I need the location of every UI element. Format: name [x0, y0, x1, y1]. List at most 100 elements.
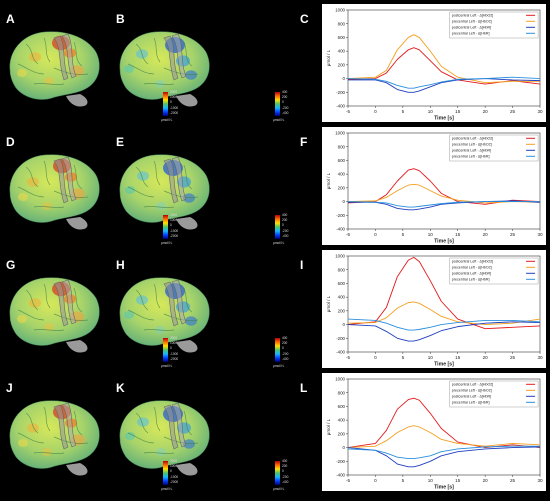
colorbar-tick-label: 200 — [282, 464, 288, 469]
legend — [449, 257, 539, 285]
x-tick-label: 15 — [455, 355, 461, 360]
chart-f: -400 -200 0 200 400 600 800 1000 -5 0 5 10 15 20 25 30 T… — [322, 127, 546, 245]
y-axis-label: μmol / L — [326, 418, 331, 435]
y-tick-label: 200 — [338, 62, 346, 67]
x-tick-label: 30 — [537, 109, 543, 114]
y-tick-label: 600 — [338, 158, 346, 163]
chart-i: -400 -200 0 200 400 600 800 1000 -5 0 5 10 15 20 25 30 T… — [322, 250, 546, 368]
y-tick-label: 0 — [343, 445, 346, 450]
panel-letter-l: L — [300, 381, 308, 395]
x-tick-label: 5 — [402, 355, 405, 360]
x-tick-label: 30 — [537, 478, 543, 483]
y-tick-label: -400 — [336, 473, 345, 478]
legend — [449, 11, 539, 39]
x-tick-label: -5 — [346, 232, 351, 237]
legend-entry: precentral Left - Δ[HbR] — [452, 32, 490, 36]
panel-letter-f: F — [300, 135, 308, 149]
y-tick-label: 600 — [338, 35, 346, 40]
y-tick-label: 400 — [338, 172, 346, 177]
x-tick-label: 20 — [483, 109, 489, 114]
legend-entry: postcentral Left - Δ[HbR] — [452, 395, 491, 399]
y-axis-label: μmol / L — [326, 172, 331, 189]
colorbar-unit-label: μmol/l·L — [161, 118, 173, 122]
x-tick-label: 20 — [483, 478, 489, 483]
series-line-2 — [347, 321, 541, 342]
series-line-2 — [347, 446, 541, 468]
colorbar-unit-label: μmol/l·L — [273, 241, 285, 245]
panel-letter-c: C — [300, 12, 309, 26]
colorbar-unit-label: μmol/l·L — [273, 364, 285, 368]
y-tick-label: 1000 — [335, 254, 345, 259]
series-line-3 — [347, 76, 541, 89]
colorbar-tick-label: 400 — [282, 90, 288, 94]
colorbar-tick-label: 200 — [282, 218, 288, 223]
legend-entry: precentral Left - Δ[HbO2] — [452, 20, 492, 24]
colorbar-tick-label: -400 — [282, 110, 289, 115]
colorbar-tick-label: 2000 — [170, 336, 178, 340]
colorbar-tick-label: -400 — [282, 356, 289, 361]
series-line-1 — [347, 34, 540, 84]
chart-l: -400 -200 0 200 400 600 800 1000 -5 0 5 10 15 20 25 30 T… — [322, 373, 546, 491]
colorbar-tick-label: 2000 — [170, 90, 178, 94]
legend-entry: precentral Left - Δ[HbO2] — [452, 266, 492, 270]
y-axis-label: μmol / L — [326, 295, 331, 312]
colorbar-tick-label: -1000 — [170, 351, 179, 356]
colorbar-tick-label: -2000 — [170, 479, 179, 484]
x-tick-label: 15 — [455, 478, 461, 483]
y-tick-label: 400 — [338, 418, 346, 423]
legend-entry: precentral Left - Δ[HbR] — [452, 278, 490, 282]
x-tick-label: 10 — [428, 355, 434, 360]
colorbar-tick-label: 200 — [282, 95, 288, 100]
x-tick-label: 10 — [428, 232, 434, 237]
brain-map-hbo — [9, 400, 100, 476]
y-axis-label: μmol / L — [326, 49, 331, 66]
legend-entry: postcentral Left - Δ[HbR] — [452, 272, 491, 276]
y-tick-label: 400 — [338, 295, 346, 300]
y-tick-label: -200 — [336, 459, 345, 464]
colorbar-tick-label: 400 — [282, 336, 288, 340]
colorbar-tick-label: -400 — [282, 233, 289, 238]
series-line-3 — [347, 445, 540, 459]
y-tick-label: 800 — [338, 390, 346, 395]
x-axis-label: Time [s] — [434, 239, 454, 245]
colorbar-hbr — [275, 338, 280, 362]
colorbar-tick-label: 1000 — [170, 95, 178, 100]
x-tick-label: 0 — [374, 232, 377, 237]
brain-map-hbr — [119, 31, 210, 107]
x-tick-label: 10 — [428, 109, 434, 114]
x-tick-label: 0 — [374, 355, 377, 360]
panel-letter-e: E — [116, 135, 125, 149]
colorbar-tick-label: -2000 — [170, 110, 179, 115]
brain-map-hbo — [9, 154, 100, 230]
colorbar-tick-label: 2000 — [170, 213, 178, 217]
series-line-3 — [347, 318, 541, 331]
x-tick-label: 10 — [428, 478, 434, 483]
legend — [449, 380, 539, 408]
legend-entry: precentral Left - Δ[HbR] — [452, 155, 490, 159]
colorbar-tick-label: -1000 — [170, 474, 179, 479]
series-line-1 — [347, 183, 541, 204]
colorbar-unit-label: μmol/l·L — [161, 364, 173, 368]
legend-entry: postcentral Left - Δ[HbR] — [452, 149, 491, 153]
colorbar-unit-label: μmol/l·L — [273, 487, 285, 491]
y-tick-label: -200 — [336, 90, 345, 95]
series-line-1 — [347, 301, 541, 326]
legend-entry: precentral Left - Δ[HbO2] — [452, 143, 492, 147]
panel-letter-b: B — [116, 12, 125, 26]
brain-map-hbo — [9, 277, 100, 353]
legend-entry: precentral Left - Δ[HbO2] — [452, 389, 492, 393]
colorbar-tick-label: -2000 — [170, 233, 179, 238]
y-tick-label: -400 — [336, 227, 345, 232]
y-tick-label: 800 — [338, 144, 346, 149]
series-line-0 — [347, 397, 541, 449]
colorbar-tick-label: 0 — [170, 100, 172, 105]
x-tick-label: 25 — [510, 355, 516, 360]
y-tick-label: 1000 — [335, 377, 345, 382]
x-tick-label: 20 — [483, 355, 489, 360]
legend-entry: postcentral Left - Δ[HbO2] — [452, 14, 494, 18]
panel-letter-i: I — [300, 258, 304, 272]
colorbar-tick-label: -1000 — [170, 228, 179, 233]
colorbar-tick-label: 2000 — [170, 459, 178, 463]
series-line-3 — [347, 201, 540, 208]
colorbar-tick-label: -1000 — [170, 105, 179, 110]
